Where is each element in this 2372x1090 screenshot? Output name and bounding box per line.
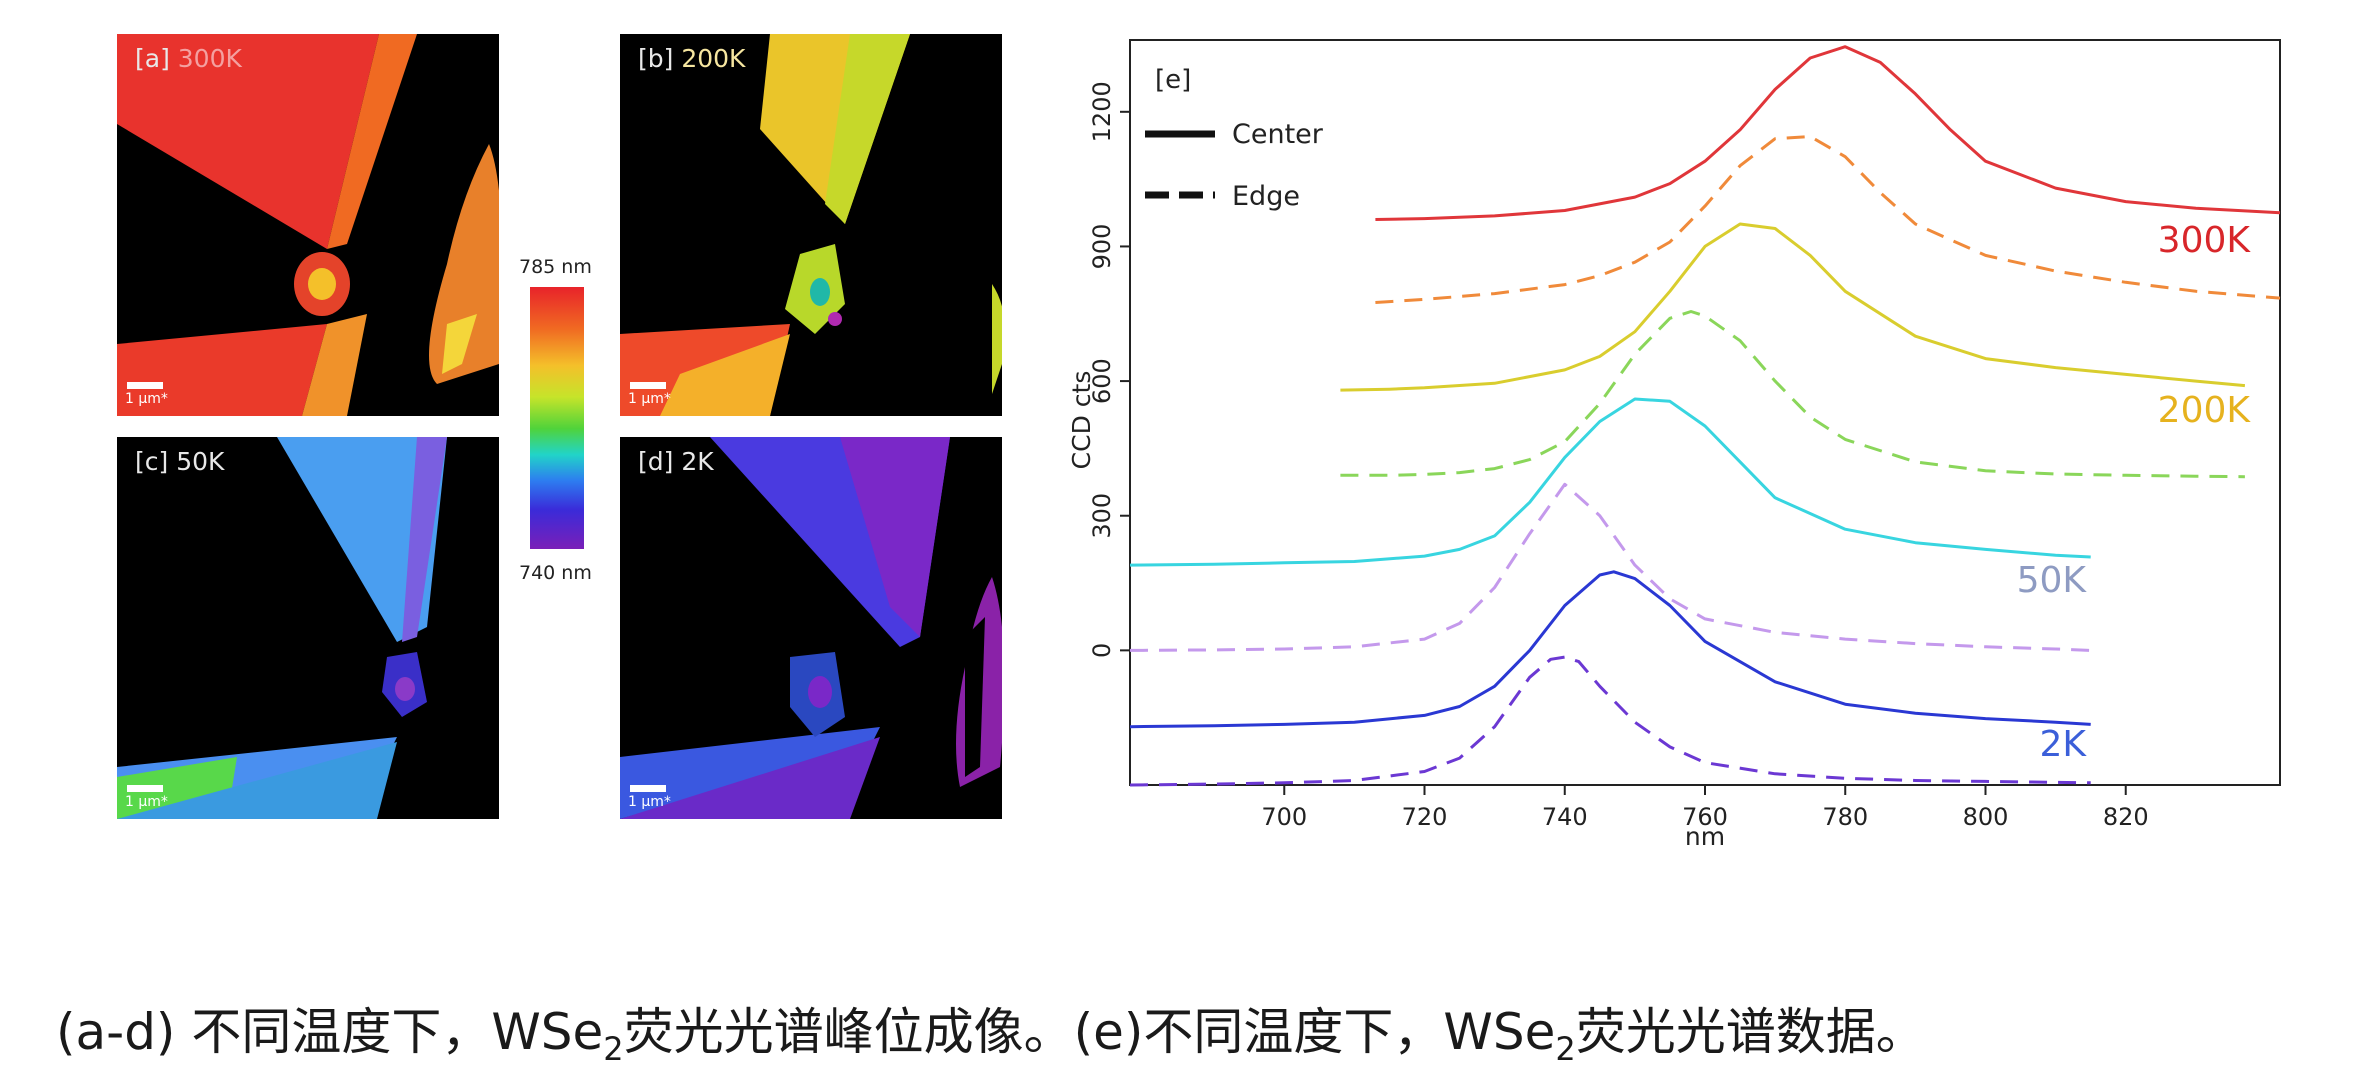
panel-label-a: [a] 300K: [135, 44, 242, 73]
temp-label-2k: 2K: [2039, 724, 2087, 765]
map-panel-b: [b] 200K 1 µm*: [620, 34, 1002, 416]
x-axis-label: nm: [1685, 822, 1725, 851]
panel-label-prefix: [b]: [638, 44, 674, 73]
scale-bar: 1 µm*: [123, 380, 175, 410]
caption-part-1: (a-d) 不同温度下，WSe: [56, 1003, 604, 1061]
y-axis: 0 300 600 900 1200: [1088, 81, 1130, 658]
temp-label-50k: 50K: [2017, 560, 2088, 601]
panel-label-prefix: [c]: [135, 447, 169, 476]
series-line-300k-center: [1375, 45, 2281, 221]
x-tick-label: 700: [1261, 803, 1307, 831]
x-tick-label: 800: [1963, 803, 2009, 831]
y-tick-label: 0: [1088, 643, 1116, 658]
panel-label-b: [b] 200K: [638, 44, 745, 73]
map-panel-d: [d] 2K 1 µm*: [620, 437, 1002, 819]
plot-frame: [1129, 39, 2281, 786]
pl-map-c: [117, 437, 447, 819]
panel-label-temp: 50K: [176, 447, 225, 476]
x-axis: 700 720 740 760 780 800 820: [1261, 785, 2149, 831]
series-line-50k-edge: [1129, 482, 2091, 652]
figure-caption: (a-d) 不同温度下，WSe2荧光光谱峰位成像。(e)不同温度下，WSe2荧光…: [56, 992, 1926, 1068]
panel-label-e: [e]: [1155, 65, 1191, 95]
x-tick-label: 780: [1822, 803, 1868, 831]
legend-center-label: Center: [1232, 119, 1324, 150]
panel-label-temp: 200K: [681, 44, 746, 73]
colorbar-top-label: 785 nm: [519, 256, 592, 278]
legend-edge-label: Edge: [1232, 181, 1300, 212]
panel-label-temp: 300K: [177, 44, 242, 73]
panel-label-d: [d] 2K: [638, 447, 714, 476]
scale-bar: 1 µm*: [626, 783, 678, 813]
series-line-200k-center: [1340, 222, 2246, 392]
x-tick-label: 720: [1402, 803, 1448, 831]
map-panel-a: [a] 300K 1 µm*: [117, 34, 499, 416]
panel-label-c: [c] 50K: [135, 447, 224, 476]
y-tick-label: 600: [1088, 358, 1116, 404]
series-line-200k-edge: [1340, 310, 2245, 479]
series-group: [1129, 45, 2281, 787]
caption-subscript-1: 2: [603, 1030, 624, 1068]
colorbar-bottom-label: 740 nm: [519, 562, 592, 584]
y-axis-label: CCD cts: [1067, 371, 1096, 470]
y-tick-label: 300: [1088, 493, 1116, 539]
pl-map-a: [117, 34, 499, 416]
series-line-2k-edge: [1129, 655, 2091, 787]
scale-bar: 1 µm*: [123, 783, 175, 813]
temp-label-300k: 300K: [2158, 220, 2252, 261]
pl-map-b: [620, 34, 1002, 416]
panel-label-prefix: [a]: [135, 44, 170, 73]
spectra-chart: 0 300 600 900 1200 700 720 740 760 780 800 820 [e]…: [1067, 39, 2281, 851]
x-tick-label: 740: [1542, 803, 1588, 831]
x-tick-label: 760: [1682, 803, 1728, 831]
y-tick-label: 1200: [1088, 81, 1116, 142]
map-panel-c: [c] 50K 1 µm*: [117, 437, 499, 819]
x-tick-label: 820: [2103, 803, 2149, 831]
series-line-2k-center: [1129, 570, 2091, 729]
pl-map-d: [620, 437, 1002, 819]
colorbar: [530, 287, 584, 549]
scale-bar: 1 µm*: [626, 380, 678, 410]
caption-part-2: 荧光光谱峰位成像。(e)不同温度下，WSe: [623, 1003, 1556, 1061]
temp-label-200k: 200K: [2158, 390, 2252, 431]
panel-label-prefix: [d]: [638, 447, 674, 476]
series-line-50k-center: [1129, 397, 2091, 567]
caption-part-3: 荧光光谱数据。: [1575, 1003, 1926, 1061]
series-line-300k-edge: [1375, 135, 2281, 304]
caption-subscript-2: 2: [1555, 1030, 1576, 1068]
y-tick-label: 900: [1088, 224, 1116, 270]
panel-label-temp: 2K: [681, 447, 714, 476]
